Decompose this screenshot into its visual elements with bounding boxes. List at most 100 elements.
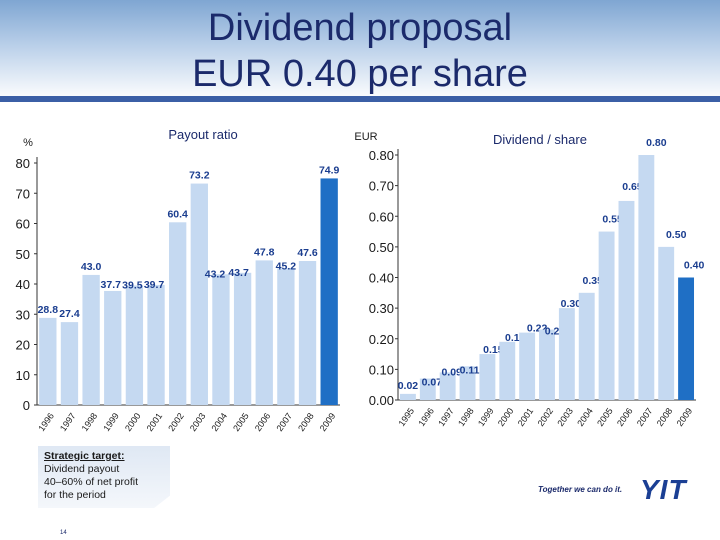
dividend-x-tick-label: 1999 (476, 406, 496, 428)
payout-x-tick-label: 2004 (209, 411, 229, 433)
payout-bar (60, 322, 79, 405)
dividend-x-tick-label: 1996 (416, 406, 436, 428)
dividend-y-tick-label: 0.80 (369, 148, 394, 163)
payout-x-tick-label: 2005 (231, 411, 251, 433)
dividend-value-label: 0.30 (561, 298, 582, 310)
dividend-value-label: 0.50 (666, 229, 687, 241)
dividend-value-label: 0.40 (684, 260, 705, 272)
payout-x-tick-label: 2009 (318, 411, 338, 433)
dividend-x-tick-label: 2009 (675, 406, 695, 428)
dividend-bar (479, 354, 496, 400)
slide-title-line2: EUR 0.40 per share (192, 53, 528, 95)
dividend-x-tick-label: 2002 (536, 406, 556, 428)
payout-x-tick-label: 1997 (58, 411, 78, 433)
payout-x-tick-label: 2008 (296, 411, 316, 433)
dividend-bar (499, 341, 516, 400)
payout-value-label: 39.5 (122, 280, 143, 292)
dividend-value-label: 0.11 (460, 364, 480, 376)
strategic-target-line3: for the period (44, 489, 106, 501)
payout-value-label: 47.6 (297, 247, 318, 259)
payout-value-label: 39.7 (144, 279, 165, 291)
dividend-y-tick-label: 0.40 (369, 271, 394, 286)
dividend-bar (439, 372, 456, 400)
payout-bar (277, 268, 295, 405)
dividend-value-label: 0.02 (398, 380, 419, 392)
payout-value-label: 74.9 (319, 164, 340, 176)
dividend-y-tick-label: 0.20 (369, 332, 394, 347)
payout-value-label: 27.4 (59, 308, 80, 320)
payout-bar (125, 285, 144, 405)
dividend-x-tick-label: 1995 (396, 406, 416, 428)
payout-y-tick-label: 60 (16, 217, 30, 232)
payout-y-tick-label: 40 (16, 277, 30, 292)
payout-bar (298, 261, 317, 405)
dividend-bar (519, 332, 536, 400)
payout-x-tick-label: 2003 (188, 411, 208, 433)
company-slogan: Together we can do it. (538, 485, 623, 494)
dividend-bar (539, 329, 555, 400)
payout-x-tick-label: 2001 (145, 411, 165, 433)
strategic-target-box: Strategic target: Dividend payout 40–60%… (38, 446, 170, 508)
dividend-chart-title: Dividend / share (493, 132, 587, 147)
payout-x-tick-label: 2006 (253, 411, 273, 433)
payout-chart-title: Payout ratio (168, 127, 237, 142)
dividend-y-tick-label: 0.10 (369, 362, 394, 377)
dividend-y-tick-label: 0.00 (369, 393, 394, 408)
dividend-value-label: 0.09 (441, 366, 462, 378)
dividend-x-tick-label: 2005 (595, 406, 615, 428)
payout-value-label: 37.7 (101, 279, 122, 291)
header-background (0, 0, 720, 100)
dividend-x-tick-label: 2006 (615, 406, 635, 428)
payout-bar (190, 183, 208, 405)
dividend-bar (638, 155, 655, 400)
dividend-value-label: 0.07 (422, 377, 443, 389)
dividend-value-label: 0.55 (602, 214, 623, 226)
dividend-bar (658, 246, 675, 400)
dividend-bar (419, 378, 436, 400)
company-logo: YIT (640, 474, 687, 505)
payout-value-label: 43.0 (81, 261, 102, 273)
payout-y-tick-label: 30 (16, 307, 30, 322)
dividend-x-tick-label: 2000 (496, 406, 516, 428)
payout-value-label: 28.8 (38, 304, 59, 316)
payout-value-label: 47.8 (254, 246, 275, 258)
payout-value-label: 45.2 (276, 260, 297, 272)
dividend-value-label: 0.35 (583, 275, 604, 287)
payout-y-tick-label: 0 (23, 398, 30, 413)
payout-bar (147, 284, 165, 405)
payout-x-tick-label: 2007 (274, 411, 294, 433)
payout-x-tick-label: 1999 (101, 411, 121, 433)
dividend-x-tick-label: 2007 (635, 406, 655, 428)
payout-y-tick-label: 10 (16, 368, 30, 383)
dividend-x-tick-label: 2008 (655, 406, 675, 428)
payout-y-tick-label: 20 (16, 338, 30, 353)
dividend-x-tick-label: 2004 (575, 406, 595, 428)
page-number: 14 (60, 530, 67, 536)
dividend-y-tick-label: 0.50 (369, 240, 394, 255)
header-divider (0, 96, 720, 102)
dividend-bar (578, 292, 595, 400)
payout-x-tick-label: 1998 (80, 411, 100, 433)
payout-unit-label: % (23, 137, 33, 149)
dividend-y-tick-label: 0.60 (369, 209, 394, 224)
payout-x-tick-label: 2002 (166, 411, 186, 433)
payout-bar (212, 274, 230, 405)
payout-y-tick-label: 70 (16, 186, 30, 201)
payout-value-label: 73.2 (189, 170, 210, 182)
strategic-target-line1: Dividend payout (44, 463, 120, 475)
dividend-y-tick-label: 0.70 (369, 179, 394, 194)
payout-bar (233, 272, 252, 405)
payout-bar (39, 317, 57, 405)
payout-y-tick-label: 50 (16, 247, 30, 262)
slide-title-line1: Dividend proposal (207, 7, 513, 49)
dividend-unit-label: EUR (354, 131, 377, 143)
dividend-x-tick-label: 1998 (456, 406, 476, 428)
payout-bar (82, 274, 100, 405)
payout-x-tick-label: 1996 (36, 411, 56, 433)
strategic-target-line2: 40–60% of net profit (44, 476, 138, 488)
dividend-bar (399, 393, 416, 400)
dividend-bar (558, 308, 575, 400)
payout-value-label: 43.7 (228, 267, 249, 279)
dividend-bar (678, 277, 695, 400)
dividend-value-label: 0.65 (622, 181, 643, 193)
